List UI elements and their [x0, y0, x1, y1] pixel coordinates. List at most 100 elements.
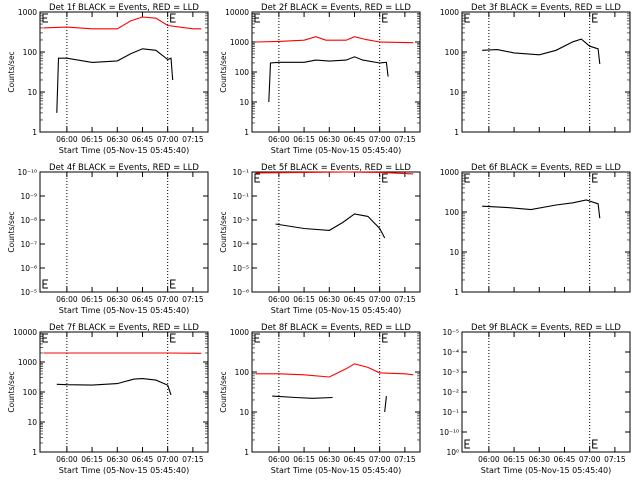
y-tick-label: 1000	[230, 38, 249, 47]
x-tick-label: 07:15	[394, 135, 416, 144]
y-tick-label: 10000	[13, 328, 37, 337]
series-lld-line	[255, 363, 414, 378]
x-tick-label: 07:00	[369, 455, 391, 464]
x-tick-label: 06:30	[528, 455, 550, 464]
plot-title: Det 4f BLACK = Events, RED = LLD	[49, 163, 199, 173]
x-tick-label: 06:45	[554, 455, 576, 464]
x-tick-label: 06:15	[503, 455, 525, 464]
y-tick-label: 10⁻¹	[442, 408, 459, 417]
y-tick-label: 1	[454, 128, 459, 137]
x-tick-label: 07:15	[182, 455, 204, 464]
x-tick-label: 06:30	[106, 135, 128, 144]
series-lld-line	[255, 171, 414, 175]
error-bar-marker	[382, 173, 388, 183]
y-tick-label: 10⁰	[446, 448, 459, 457]
y-tick-label: 10⁻³	[232, 216, 249, 225]
plot-frame	[251, 331, 421, 453]
y-tick-label: 10⁻⁵	[442, 328, 459, 337]
y-tick-label: 10⁻¹	[232, 192, 249, 201]
error-bar-marker	[254, 173, 260, 183]
y-tick-label: 10⁻⁴	[232, 240, 249, 249]
x-tick-label: 06:30	[318, 135, 340, 144]
x-tick-label: 06:15	[81, 135, 103, 144]
y-tick-label: 10	[449, 248, 459, 257]
y-tick-label: 100	[235, 368, 250, 377]
y-tick-label: 10⁻⁵	[232, 264, 249, 273]
y-tick-label: 1	[244, 448, 249, 457]
y-tick-label: 10⁻⁶	[232, 288, 249, 297]
x-tick-label: 07:15	[182, 135, 204, 144]
y-tick-label: 1	[244, 128, 249, 137]
y-tick-label: 10	[449, 88, 459, 97]
y-axis-label: Counts/sec	[219, 51, 228, 92]
y-tick-label: 1	[32, 448, 37, 457]
plot-frame	[39, 331, 209, 453]
plot-title: Det 8f BLACK = Events, RED = LLD	[261, 323, 411, 333]
error-bar-marker	[464, 13, 470, 23]
y-tick-label: 10⁻²	[442, 388, 459, 397]
error-bar-marker	[170, 333, 176, 343]
error-bar-marker	[382, 13, 388, 23]
x-tick-label: 06:00	[268, 135, 290, 144]
series-events-line	[56, 48, 174, 113]
y-axis-label: Counts/sec	[219, 211, 228, 252]
y-tick-label: 10	[27, 88, 37, 97]
y-tick-label: 1000	[230, 328, 249, 337]
y-tick-label: 10⁻⁸	[20, 216, 37, 225]
x-axis-label: Start Time (05-Nov-15 05:45:40)	[59, 466, 189, 475]
x-tick-label: 06:30	[106, 295, 128, 304]
y-axis-label: Counts/sec	[7, 371, 16, 412]
y-tick-label: 10⁻⁷	[20, 240, 37, 249]
x-axis-label: Start Time (05-Nov-15 05:45:40)	[481, 466, 611, 475]
x-tick-label: 07:00	[369, 135, 391, 144]
x-tick-label: 06:45	[132, 135, 154, 144]
y-tick-label: 1000	[440, 168, 459, 177]
error-bar-marker	[254, 13, 260, 23]
y-tick-label: 100	[23, 48, 38, 57]
y-tick-label: 1000	[440, 8, 459, 17]
x-tick-label: 06:45	[344, 295, 366, 304]
plot-title: Det 2f BLACK = Events, RED = LLD	[261, 3, 411, 13]
plot-title: Det 3f BLACK = Events, RED = LLD	[471, 3, 621, 13]
error-bar-marker	[592, 173, 598, 183]
error-bar-marker	[42, 333, 48, 343]
x-tick-label: 07:15	[604, 455, 626, 464]
x-tick-label: 07:00	[369, 295, 391, 304]
series-events-line	[56, 378, 172, 396]
plot-title: Det 9f BLACK = Events, RED = LLD	[471, 323, 621, 333]
plot-frame	[251, 171, 421, 293]
x-axis-label: Start Time (05-Nov-15 05:45:40)	[271, 466, 401, 475]
x-tick-label: 06:15	[81, 295, 103, 304]
x-tick-label: 06:00	[56, 135, 78, 144]
x-tick-label: 07:00	[157, 135, 179, 144]
y-tick-label: 100	[235, 68, 250, 77]
y-tick-label: 10000	[225, 8, 249, 17]
x-tick-label: 07:15	[394, 295, 416, 304]
x-tick-label: 06:30	[318, 295, 340, 304]
plot-frame	[461, 171, 631, 293]
series-events-line	[482, 38, 601, 65]
error-bar-marker	[592, 13, 598, 23]
x-tick-label: 06:00	[478, 455, 500, 464]
y-tick-label: 10	[27, 418, 37, 427]
y-tick-label: 10⁻¹	[232, 168, 249, 177]
x-tick-label: 07:00	[157, 295, 179, 304]
plot-title: Det 7f BLACK = Events, RED = LLD	[49, 323, 199, 333]
x-tick-label: 06:15	[293, 455, 315, 464]
x-axis-label: Start Time (05-Nov-15 05:45:40)	[271, 146, 401, 155]
error-bar-marker	[170, 279, 176, 289]
error-bar-marker	[464, 439, 470, 449]
x-tick-label: 06:00	[268, 455, 290, 464]
plot-frame	[39, 171, 209, 293]
plot-frame	[39, 11, 209, 133]
error-bar-marker	[592, 439, 598, 449]
y-tick-label: 10	[239, 98, 249, 107]
plot-frame	[251, 11, 421, 133]
y-axis-label: Counts/sec	[7, 51, 16, 92]
series-events-line	[275, 213, 386, 239]
y-tick-label: 100	[23, 388, 38, 397]
y-tick-label: 100	[445, 208, 460, 217]
x-tick-label: 06:45	[344, 455, 366, 464]
x-tick-label: 07:15	[182, 295, 204, 304]
